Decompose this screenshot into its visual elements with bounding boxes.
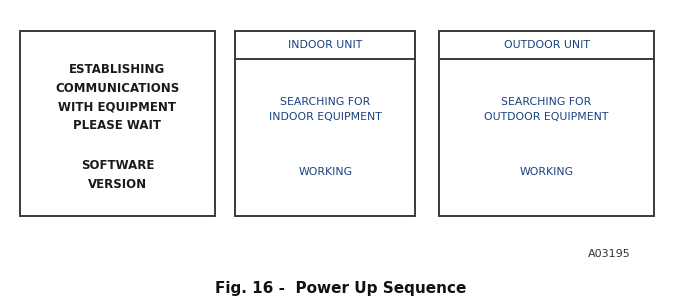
- Text: Fig. 16 -  Power Up Sequence: Fig. 16 - Power Up Sequence: [215, 281, 466, 296]
- FancyBboxPatch shape: [20, 31, 215, 216]
- FancyBboxPatch shape: [235, 31, 415, 216]
- Text: SEARCHING FOR
INDOOR EQUIPMENT: SEARCHING FOR INDOOR EQUIPMENT: [269, 97, 381, 122]
- FancyBboxPatch shape: [439, 31, 654, 216]
- Text: SOFTWARE
VERSION: SOFTWARE VERSION: [81, 159, 154, 191]
- Text: INDOOR UNIT: INDOOR UNIT: [288, 40, 362, 50]
- Text: WORKING: WORKING: [298, 167, 352, 177]
- Text: OUTDOOR UNIT: OUTDOOR UNIT: [503, 40, 590, 50]
- Text: WORKING: WORKING: [520, 167, 573, 177]
- Text: A03195: A03195: [588, 249, 631, 259]
- Text: ESTABLISHING
COMMUNICATIONS
WITH EQUIPMENT
PLEASE WAIT: ESTABLISHING COMMUNICATIONS WITH EQUIPME…: [55, 63, 180, 132]
- Text: SEARCHING FOR
OUTDOOR EQUIPMENT: SEARCHING FOR OUTDOOR EQUIPMENT: [484, 97, 609, 122]
